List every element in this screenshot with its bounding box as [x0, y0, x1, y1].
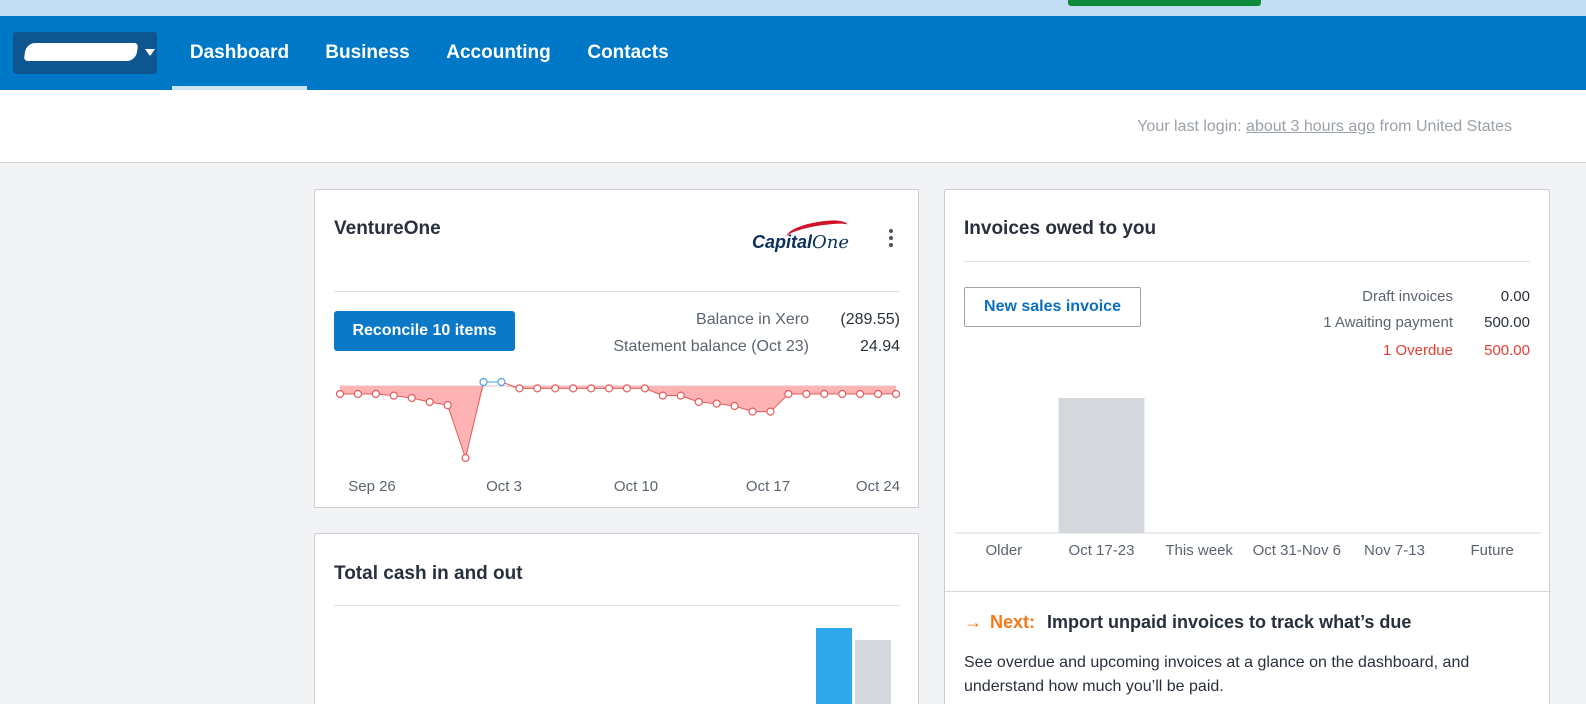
top-green-button[interactable] — [1068, 0, 1261, 6]
total-cash-title[interactable]: Total cash in and out — [334, 563, 523, 584]
balance-point — [353, 389, 363, 399]
balance-point — [389, 391, 398, 400]
statement-balance-value: 24.94 — [859, 338, 900, 355]
balance-point — [694, 397, 703, 407]
arrow-right-icon: → — [964, 612, 982, 632]
invoice-chart-category-label: This week — [1165, 542, 1233, 559]
tab-business[interactable]: Business — [325, 42, 410, 63]
draft-invoices-value: 0.00 — [1500, 288, 1530, 305]
balance-chart-tick-label: Oct 17 — [745, 478, 791, 495]
balance-chart-tick-label: Oct 10 — [613, 478, 659, 495]
awaiting-payment-value: 500.00 — [1484, 314, 1530, 331]
invoice-chart-category-label: Nov 7-13 — [1364, 542, 1425, 559]
balance-in-xero-label: Balance in Xero — [696, 311, 809, 328]
card-divider — [334, 291, 900, 292]
invoice-bar — [1058, 398, 1145, 533]
balance-point — [335, 389, 345, 399]
balance-line-chart — [335, 377, 901, 463]
last-login-text: Your last login: about 3 hours ago from … — [1137, 118, 1512, 136]
balance-point — [856, 389, 865, 399]
balance-point — [802, 389, 811, 399]
balance-point — [658, 391, 667, 400]
chevron-down-icon — [145, 49, 155, 56]
balance-chart-tick-label: Oct 3 — [486, 478, 522, 495]
card-divider — [334, 605, 900, 606]
awaiting-payment-label[interactable]: 1 Awaiting payment — [1323, 314, 1453, 331]
balance-point — [604, 384, 614, 393]
card-divider — [945, 591, 1551, 592]
balance-chart-tick-label: Sep 26 — [348, 478, 396, 495]
balance-line-segment — [447, 405, 467, 459]
balance-point — [515, 384, 524, 393]
balance-point — [461, 453, 470, 463]
balance-point — [371, 389, 380, 399]
balance-point — [425, 397, 434, 407]
invoice-chart-category-label: Oct 17-23 — [1068, 542, 1135, 559]
balance-point — [443, 401, 452, 410]
cash-in-bar[interactable] — [816, 628, 852, 704]
last-login-suffix: from United States — [1379, 118, 1513, 135]
card-divider — [964, 261, 1530, 262]
invoice-chart-category-label: Future — [1470, 542, 1514, 559]
balance-point — [820, 389, 829, 399]
browser-top-strip — [0, 0, 1586, 16]
balance-point — [586, 384, 596, 393]
balance-in-xero-value: (289.55) — [840, 311, 900, 328]
next-step-description: See overdue and upcoming invoices at a g… — [964, 654, 1470, 695]
balance-point — [497, 377, 506, 387]
new-sales-invoice-button[interactable]: New sales invoice — [964, 287, 1141, 327]
organisation-switcher[interactable] — [13, 32, 157, 74]
invoice-chart-category-label: Older — [985, 542, 1023, 559]
total-cash-card: Total cash in and out — [314, 533, 919, 704]
main-navbar: Dashboard Business Accounting Contacts — [0, 16, 1586, 90]
balance-line-segment — [770, 393, 789, 412]
next-step-title: Import unpaid invoices to track what’s d… — [1047, 612, 1412, 632]
negative-balance-area — [340, 386, 896, 458]
draft-invoices-label[interactable]: Draft invoices — [1362, 288, 1453, 305]
reconcile-button[interactable]: Reconcile 10 items — [334, 311, 515, 351]
tab-contacts[interactable]: Contacts — [587, 42, 669, 63]
balance-point — [730, 401, 739, 411]
balance-point — [784, 389, 793, 399]
organisation-name-redacted — [23, 43, 139, 61]
next-step-row[interactable]: → Next: Import unpaid invoices to track wh… — [964, 612, 1411, 633]
balance-point — [533, 384, 542, 393]
invoices-owed-card: Invoices owed to you New sales invoice D… — [944, 189, 1551, 704]
balance-point — [569, 384, 578, 393]
invoice-chart-category-label: Oct 31-Nov 6 — [1252, 542, 1342, 559]
tab-dashboard[interactable]: Dashboard — [172, 16, 307, 90]
capital-one-logo: CapitalOne — [752, 217, 850, 253]
balance-point — [891, 389, 901, 399]
balance-line-segment — [465, 381, 484, 459]
balance-point — [766, 407, 775, 416]
balance-point — [676, 391, 685, 400]
cash-out-bar[interactable] — [855, 640, 891, 704]
next-label: Next: — [990, 612, 1036, 632]
balance-point — [622, 384, 632, 393]
last-login-link[interactable]: about 3 hours ago — [1246, 118, 1376, 135]
balance-point — [838, 389, 847, 399]
logo-text: Capital — [752, 232, 813, 252]
balance-point — [640, 384, 650, 393]
balance-point — [712, 399, 721, 408]
bank-account-title[interactable]: VentureOne — [334, 218, 441, 239]
balance-point — [873, 389, 883, 399]
last-login-bar: Your last login: about 3 hours ago from … — [0, 90, 1586, 163]
overdue-value: 500.00 — [1484, 342, 1530, 359]
balance-point — [479, 377, 488, 387]
statement-balance-label: Statement balance (Oct 23) — [613, 338, 809, 355]
tab-accounting[interactable]: Accounting — [446, 42, 551, 63]
balance-chart-tick-label: Oct 24 — [855, 478, 901, 495]
invoices-owed-title[interactable]: Invoices owed to you — [964, 218, 1157, 239]
balance-point — [748, 407, 757, 416]
last-login-prefix: Your last login: — [1137, 118, 1242, 135]
overdue-label[interactable]: 1 Overdue — [1382, 342, 1453, 359]
balance-point — [551, 384, 560, 393]
invoice-bar-chart — [955, 398, 1541, 534]
balance-point — [407, 393, 416, 403]
logo-text-one: One — [812, 232, 850, 253]
kebab-menu-icon[interactable] — [889, 229, 893, 250]
bank-account-card: VentureOne CapitalOne Reconcile 10 items… — [314, 189, 919, 508]
